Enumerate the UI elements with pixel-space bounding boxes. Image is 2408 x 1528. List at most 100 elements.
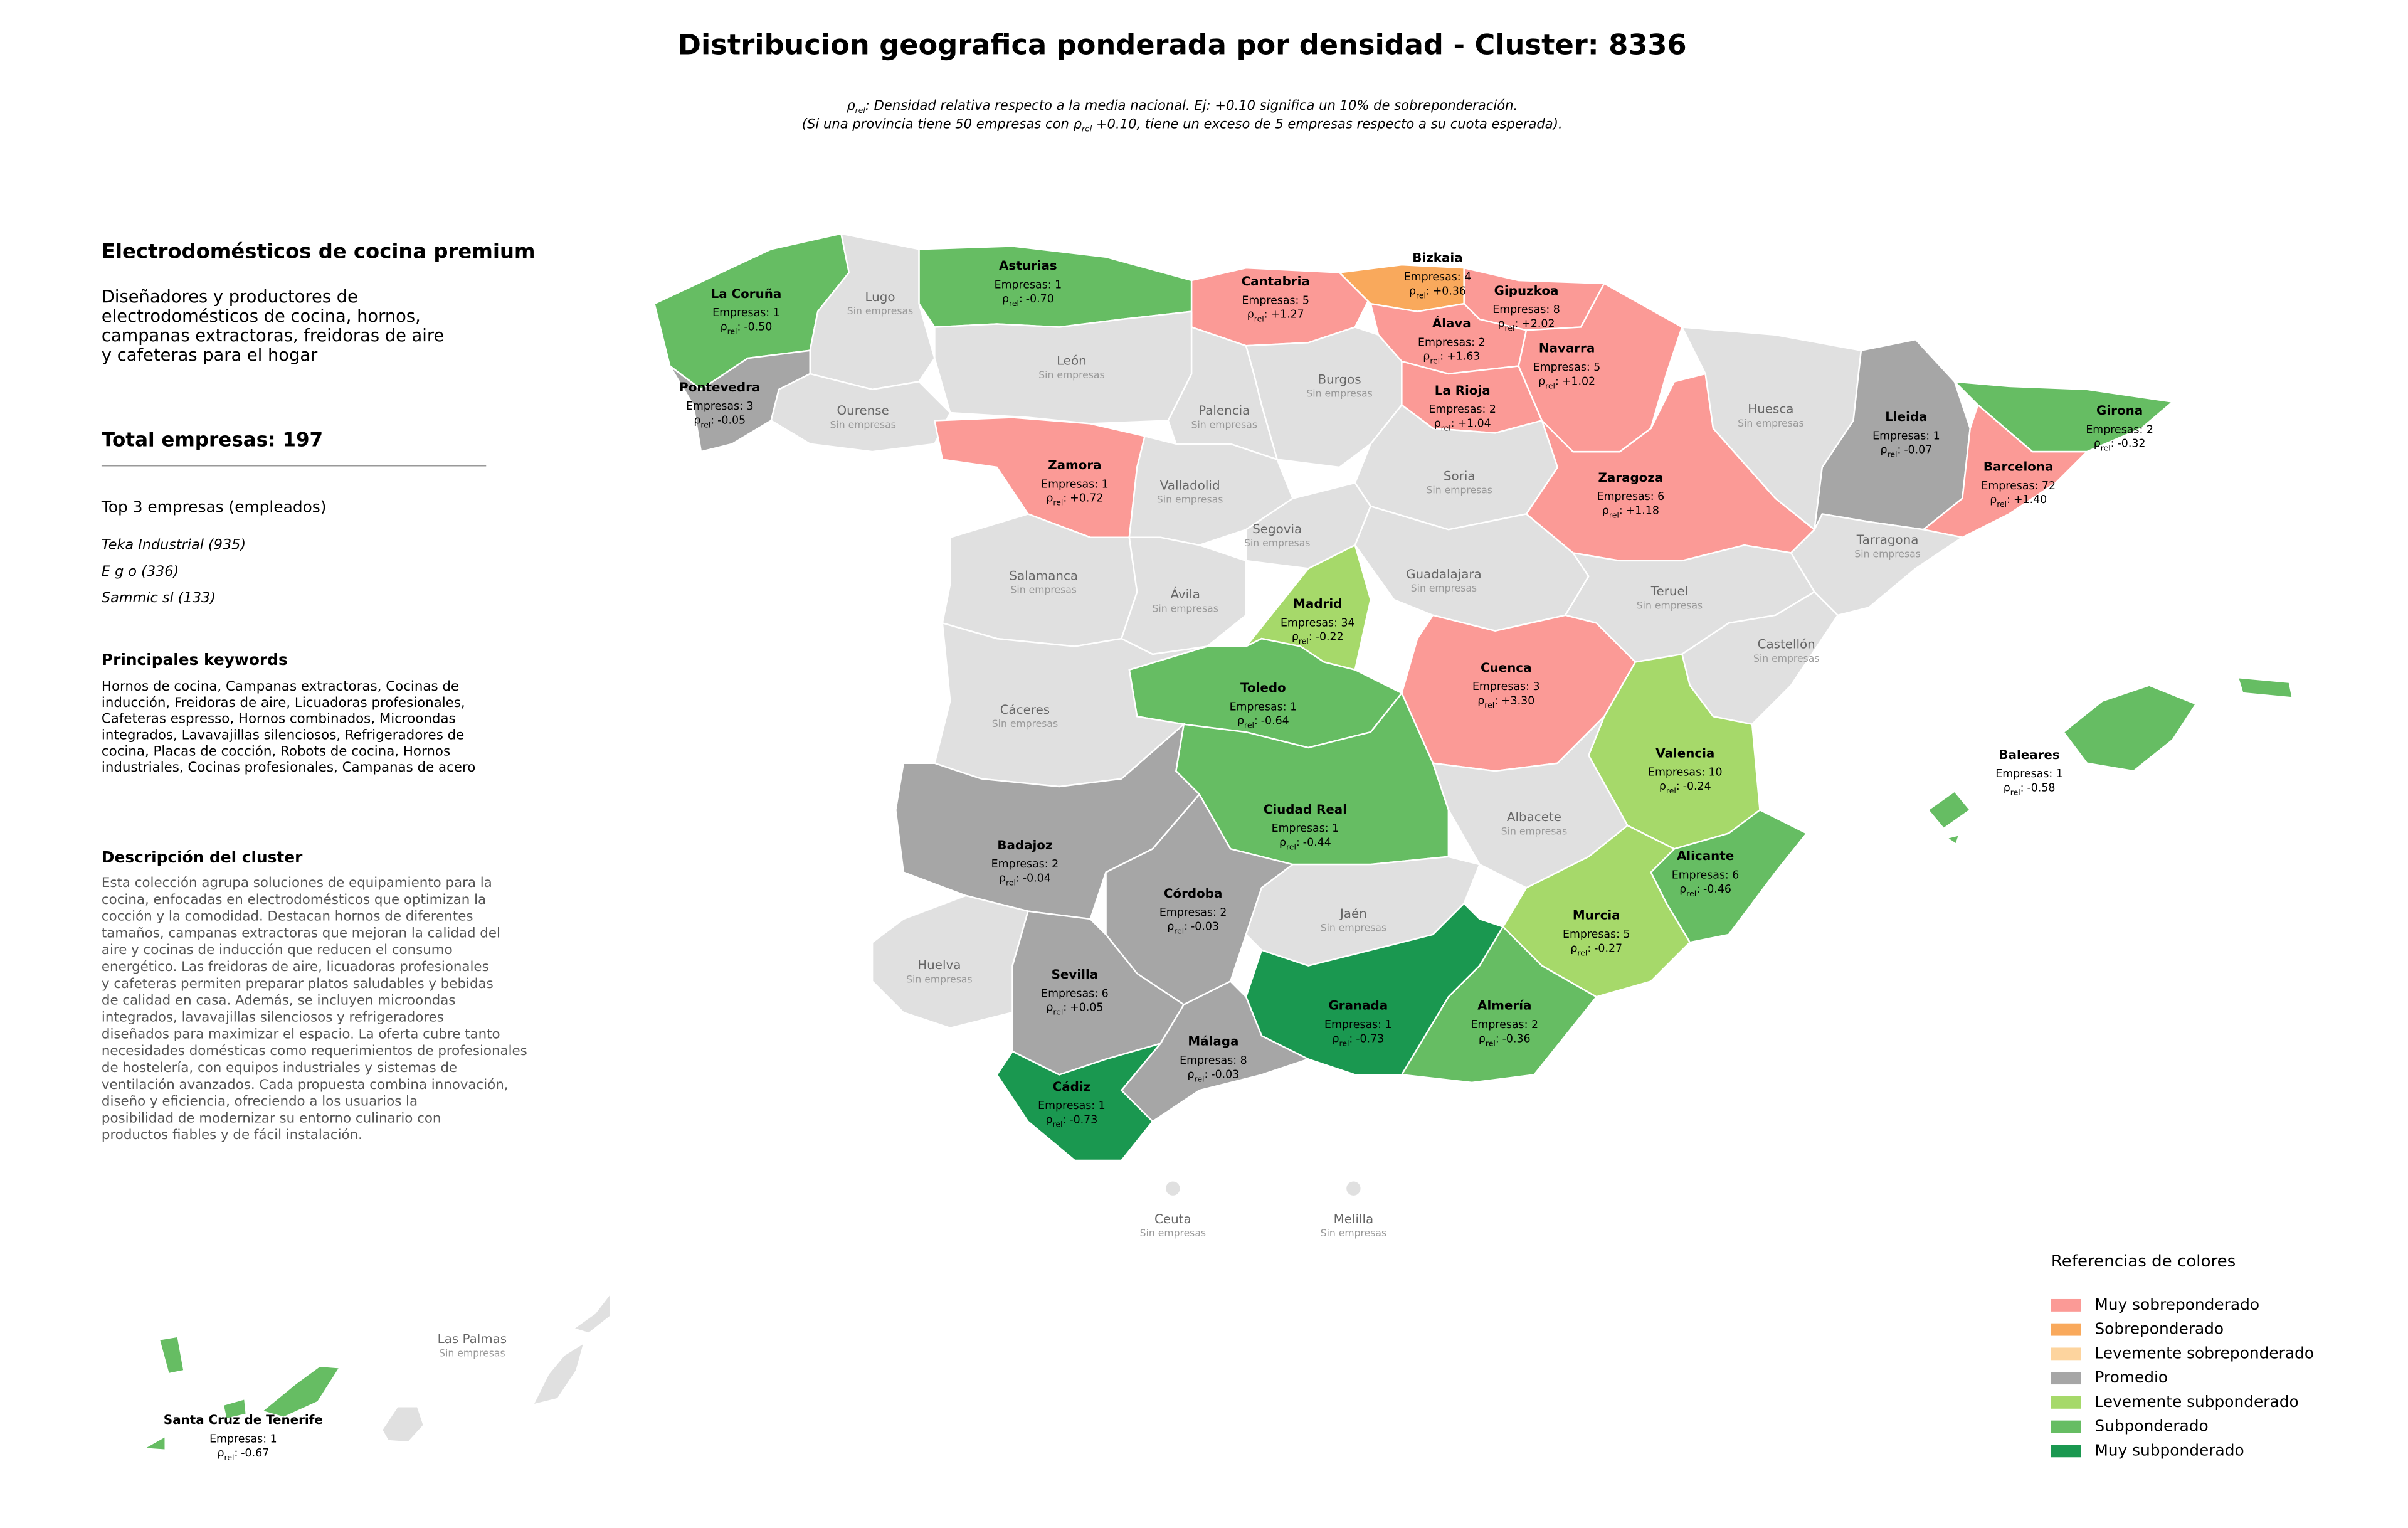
province-name: Guadalajara xyxy=(1406,567,1482,581)
description-title: Descripción del cluster xyxy=(102,848,303,866)
province-name: Albacete xyxy=(1507,810,1561,824)
keyword-line: cocina, Placas de cocción, Robots de coc… xyxy=(102,743,450,759)
density-symbol: ρ xyxy=(1659,780,1666,793)
density-subscript: rel xyxy=(1484,700,1494,709)
province-status: Sin empresas xyxy=(1321,921,1386,933)
description-line: de calidad en casa. Además, se incluyen … xyxy=(102,993,456,1009)
province-name: Ciudad Real xyxy=(1264,802,1347,817)
province-shape xyxy=(1120,536,1247,655)
keyword-line: industriales, Cocinas profesionales, Cam… xyxy=(102,760,475,775)
province-name: Jaén xyxy=(1339,906,1367,921)
density-value: +2.02 xyxy=(1521,318,1555,331)
density-subscript: rel xyxy=(1053,1007,1063,1017)
density-symbol: ρ xyxy=(1247,309,1254,321)
province-density: ρrel: +0.36 xyxy=(1409,285,1466,300)
province-density: ρrel: +2.02 xyxy=(1498,318,1555,333)
province-companies: Empresas: 2 xyxy=(1418,336,1486,349)
density-value: -0.22 xyxy=(1316,631,1344,644)
density-subscript: rel xyxy=(1009,299,1019,308)
summary-line: Diseñadores y productores de xyxy=(102,287,358,307)
province-density: ρrel: -0.64 xyxy=(1237,715,1289,730)
legend-swatch xyxy=(2051,1298,2081,1312)
province-companies: Empresas: 2 xyxy=(991,858,1059,871)
province-name: Castellón xyxy=(1758,637,1815,652)
legend-swatch xyxy=(2051,1372,2081,1385)
density-separator: : xyxy=(1296,836,1300,849)
density-value: -0.73 xyxy=(1069,1113,1097,1126)
province-status: Sin empresas xyxy=(1011,584,1077,596)
province-density: ρrel: +1.18 xyxy=(1602,504,1659,519)
density-subscript: rel xyxy=(1666,786,1676,795)
province-name: Tarragona xyxy=(1856,533,1919,547)
description-line: aire y cocinas de inducción que reducen … xyxy=(102,942,453,958)
province-density: ρrel: +1.40 xyxy=(1990,494,2047,509)
density-separator: : xyxy=(737,321,741,333)
legend-label: Levemente subponderado xyxy=(2094,1393,2298,1411)
density-value: -0.58 xyxy=(2027,782,2055,794)
map-shapes xyxy=(140,232,2294,1451)
density-separator: : xyxy=(710,414,714,427)
density-separator: : xyxy=(2020,782,2024,794)
province-name: La Rioja xyxy=(1435,383,1491,398)
province-status: Sin empresas xyxy=(1244,537,1310,549)
density-value: +1.02 xyxy=(1562,375,1595,388)
province-name: Burgos xyxy=(1318,372,1361,386)
description-line: tamaños, campanas extractoras que mejora… xyxy=(102,925,500,941)
province-companies: Empresas: 1 xyxy=(1041,478,1109,491)
province-companies: Empresas: 4 xyxy=(1404,271,1472,284)
note-part: +0.10, tiene un exceso de 5 empresas res… xyxy=(1092,116,1563,132)
province-companies: Empresas: 1 xyxy=(995,279,1062,291)
density-symbol: ρ xyxy=(1477,694,1484,707)
density-subscript: rel xyxy=(1997,499,2007,509)
density-value: -0.70 xyxy=(1026,293,1054,305)
density-subscript: rel xyxy=(1286,842,1296,851)
province-name: Girona xyxy=(2096,403,2143,418)
density-value: -0.05 xyxy=(717,414,746,427)
province-name: Málaga xyxy=(1188,1034,1238,1049)
province-companies: Empresas: 2 xyxy=(1428,403,1496,416)
province-name: Ceuta xyxy=(1154,1212,1191,1226)
province-density: ρrel: -0.50 xyxy=(721,321,773,336)
panel-heading: Electrodomésticos de cocina premium xyxy=(102,239,536,263)
province-name: La Coruña xyxy=(711,287,782,301)
density-subscript: rel xyxy=(1416,290,1426,300)
density-symbol: ρ xyxy=(694,414,700,427)
province-status: Sin empresas xyxy=(1306,388,1372,400)
density-value: -0.73 xyxy=(1356,1032,1384,1045)
province-name: Ávila xyxy=(1171,587,1200,602)
province-shape xyxy=(770,373,951,453)
density-symbol: ρ xyxy=(1679,883,1686,896)
province-name: Barcelona xyxy=(1983,459,2054,474)
density-separator: : xyxy=(1619,504,1623,517)
province-companies: Empresas: 1 xyxy=(1272,822,1339,835)
description-line: necesidades domésticas como requerimient… xyxy=(102,1043,527,1059)
density-subscript: rel xyxy=(1686,889,1696,898)
density-subscript: rel xyxy=(1053,1119,1063,1128)
density-symbol: ρ xyxy=(2004,782,2010,794)
province-name: Gipuzkoa xyxy=(1494,284,1559,298)
density-separator: : xyxy=(1440,351,1444,363)
province-density: ρrel: -0.36 xyxy=(1479,1032,1531,1048)
density-separator: : xyxy=(1676,780,1680,793)
province-name: Álava xyxy=(1432,316,1471,331)
province-name: Cantabria xyxy=(1242,274,1310,289)
density-value: -0.27 xyxy=(1594,942,1622,955)
province-shape xyxy=(1164,1180,1181,1197)
density-separator: : xyxy=(1184,920,1188,933)
density-value: -0.64 xyxy=(1261,715,1289,728)
province-name: Toledo xyxy=(1240,681,1286,695)
keyword-line: Cafeteras espresso, Hornos combinados, M… xyxy=(102,711,456,727)
note-part: rel xyxy=(855,105,866,115)
density-value: -0.03 xyxy=(1191,920,1219,933)
density-value: -0.32 xyxy=(2118,438,2146,450)
province-density: ρrel: +1.63 xyxy=(1423,351,1480,366)
density-subscript: rel xyxy=(1174,926,1184,935)
density-separator: : xyxy=(1496,1032,1499,1045)
density-symbol: ρ xyxy=(1409,285,1416,297)
density-symbol: ρ xyxy=(1423,351,1430,363)
province-name: Córdoba xyxy=(1164,886,1222,901)
province-companies: Empresas: 2 xyxy=(1159,906,1227,919)
legend-label: Sobreponderado xyxy=(2094,1320,2224,1338)
density-separator: : xyxy=(1349,1032,1353,1045)
